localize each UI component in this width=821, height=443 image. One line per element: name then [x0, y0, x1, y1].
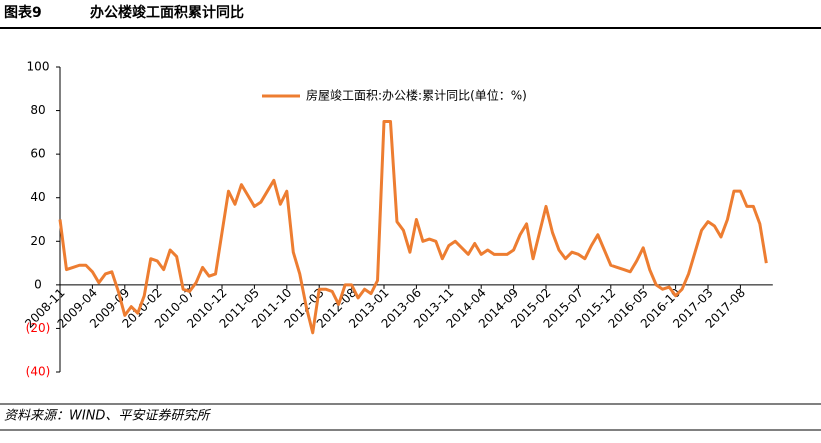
- y-tick-label: 40: [30, 190, 45, 204]
- line: [58, 119, 768, 335]
- y-tick-label: 0: [34, 277, 42, 291]
- y-tick-label: 60: [30, 147, 45, 161]
- y-tick-label: 100: [27, 60, 50, 74]
- chart-title: 办公楼竣工面积累计同比: [90, 4, 244, 21]
- y-tick-label: 80: [30, 103, 45, 117]
- y-tick-label: 20: [30, 234, 45, 248]
- y-tick-label: (20): [26, 321, 51, 335]
- y-tick-label: (40): [26, 365, 51, 379]
- source: 资料来源：WIND、平安证券研究所: [4, 408, 211, 424]
- figure-number: 图表9: [4, 4, 42, 21]
- legend-label: 房屋竣工面积:办公楼:累计同比(单位：%): [306, 88, 527, 103]
